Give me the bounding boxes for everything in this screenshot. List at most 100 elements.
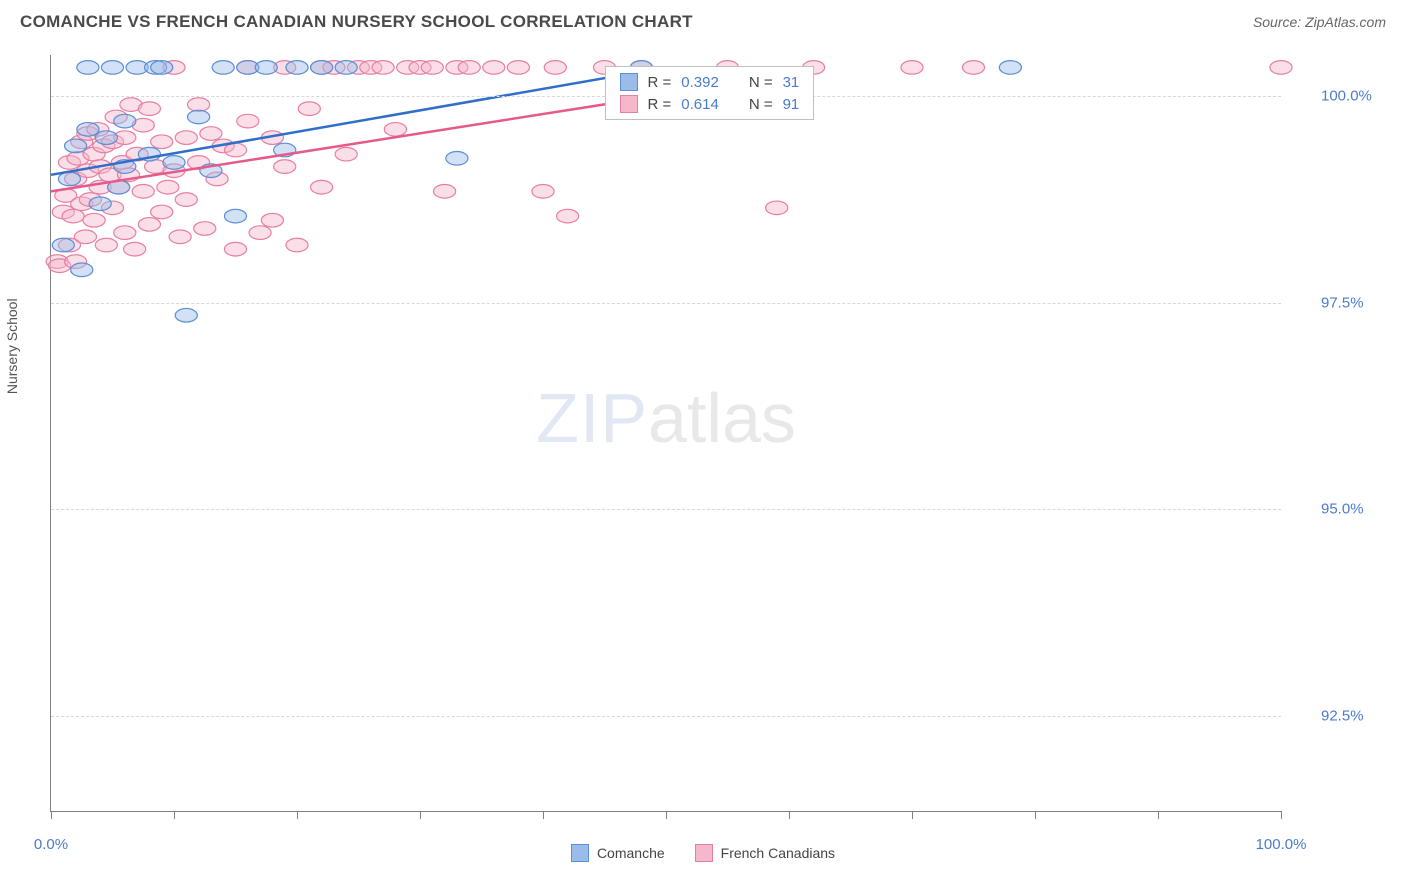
- scatter-point: [255, 61, 277, 75]
- chart-source: Source: ZipAtlas.com: [1253, 14, 1386, 30]
- x-tick: [51, 811, 52, 819]
- scatter-point: [384, 123, 406, 137]
- scatter-point: [175, 193, 197, 207]
- gridline: [51, 303, 1281, 304]
- legend-swatch: [571, 844, 589, 862]
- x-tick: [1158, 811, 1159, 819]
- scatter-point: [175, 131, 197, 145]
- y-tick-label: 100.0%: [1321, 88, 1372, 105]
- stat-n-value: 91: [783, 96, 800, 113]
- x-tick: [1281, 811, 1282, 819]
- chart-container: Nursery School ZIPatlas 92.5%95.0%97.5%1…: [50, 55, 1281, 812]
- scatter-point: [188, 110, 210, 124]
- scatter-point: [446, 151, 468, 165]
- scatter-point: [194, 222, 216, 236]
- scatter-point: [483, 61, 505, 75]
- chart-title: COMANCHE VS FRENCH CANADIAN NURSERY SCHO…: [20, 12, 693, 32]
- scatter-point: [249, 226, 271, 240]
- scatter-point: [124, 242, 146, 256]
- scatter-point: [999, 61, 1021, 75]
- scatter-point: [434, 185, 456, 199]
- scatter-point: [507, 61, 529, 75]
- chart-header: COMANCHE VS FRENCH CANADIAN NURSERY SCHO…: [0, 0, 1406, 40]
- scatter-point: [151, 205, 173, 219]
- scatter-point: [52, 238, 74, 252]
- x-tick: [912, 811, 913, 819]
- scatter-point: [77, 61, 99, 75]
- x-tick: [297, 811, 298, 819]
- scatter-point: [335, 61, 357, 75]
- scatter-point: [114, 226, 136, 240]
- stats-legend: R = 0.392 N = 31 R = 0.614 N = 91: [605, 66, 815, 120]
- scatter-point: [163, 156, 185, 170]
- plot-area: ZIPatlas 92.5%95.0%97.5%100.0% 0.0%100.0…: [50, 55, 1281, 812]
- stat-n-value: 31: [783, 74, 800, 91]
- scatter-point: [62, 209, 84, 223]
- scatter-point: [372, 61, 394, 75]
- scatter-point: [224, 143, 246, 157]
- gridline: [51, 509, 1281, 510]
- scatter-point: [766, 201, 788, 215]
- scatter-point: [458, 61, 480, 75]
- scatter-point: [311, 180, 333, 194]
- scatter-point: [298, 102, 320, 116]
- stat-r-label: R =: [648, 74, 672, 91]
- x-tick: [789, 811, 790, 819]
- legend-swatch: [620, 95, 638, 113]
- scatter-point: [274, 160, 296, 174]
- scatter-point: [101, 61, 123, 75]
- scatter-point: [200, 127, 222, 141]
- scatter-point: [224, 209, 246, 223]
- series-legend-item: French Canadians: [695, 844, 835, 862]
- legend-swatch: [695, 844, 713, 862]
- scatter-point: [532, 185, 554, 199]
- scatter-point: [962, 61, 984, 75]
- scatter-point: [95, 238, 117, 252]
- scatter-point: [74, 230, 96, 244]
- y-tick-label: 97.5%: [1321, 294, 1364, 311]
- scatter-point: [157, 180, 179, 194]
- x-tick: [174, 811, 175, 819]
- y-tick-label: 95.0%: [1321, 501, 1364, 518]
- y-axis-label: Nursery School: [4, 298, 20, 394]
- x-tick: [543, 811, 544, 819]
- scatter-point: [237, 114, 259, 128]
- scatter-point: [138, 102, 160, 116]
- series-legend-item: Comanche: [571, 844, 665, 862]
- scatter-point: [114, 114, 136, 128]
- scatter-point: [71, 263, 93, 277]
- stats-legend-row: R = 0.614 N = 91: [606, 93, 814, 115]
- scatter-point: [261, 213, 283, 227]
- x-tick: [666, 811, 667, 819]
- scatter-point: [95, 131, 117, 145]
- scatter-point: [89, 197, 111, 211]
- y-tick-label: 92.5%: [1321, 707, 1364, 724]
- scatter-point: [901, 61, 923, 75]
- scatter-point: [557, 209, 579, 223]
- stat-r-value: 0.392: [681, 74, 719, 91]
- scatter-point: [175, 308, 197, 322]
- legend-swatch: [620, 73, 638, 91]
- gridline: [51, 716, 1281, 717]
- scatter-point: [1270, 61, 1292, 75]
- scatter-point: [132, 185, 154, 199]
- scatter-point: [65, 139, 87, 153]
- series-legend-label: French Canadians: [721, 845, 835, 861]
- stat-n-label: N =: [749, 96, 773, 113]
- scatter-point: [151, 61, 173, 75]
- stats-legend-row: R = 0.392 N = 31: [606, 71, 814, 93]
- series-legend-label: Comanche: [597, 845, 665, 861]
- scatter-point: [83, 213, 105, 227]
- scatter-point: [286, 238, 308, 252]
- scatter-point: [311, 61, 333, 75]
- scatter-point: [77, 123, 99, 137]
- stat-r-label: R =: [648, 96, 672, 113]
- scatter-point: [335, 147, 357, 161]
- stat-r-value: 0.614: [681, 96, 719, 113]
- scatter-point: [224, 242, 246, 256]
- scatter-point: [212, 61, 234, 75]
- stat-n-label: N =: [749, 74, 773, 91]
- scatter-point: [421, 61, 443, 75]
- scatter-point: [169, 230, 191, 244]
- scatter-point: [138, 218, 160, 232]
